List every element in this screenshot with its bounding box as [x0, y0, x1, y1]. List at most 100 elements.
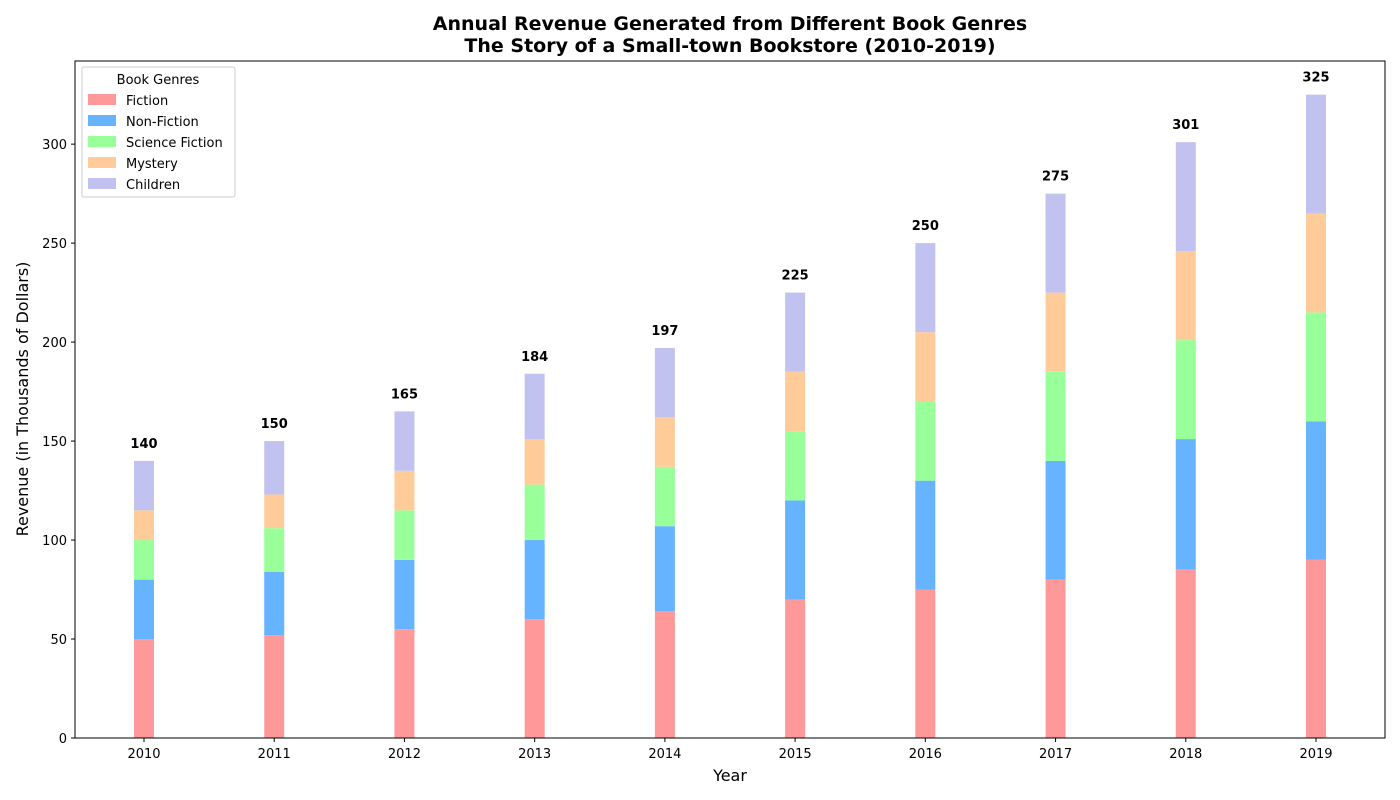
bar-segment-non-fiction-2012	[394, 559, 415, 630]
y-tick-label-150: 150	[42, 435, 67, 450]
x-tick-label-2012: 2012	[388, 747, 421, 762]
legend-label-non-fiction: Non-Fiction	[126, 115, 199, 130]
total-label-2012: 165	[391, 387, 418, 402]
bar-segment-science-fiction-2010	[134, 540, 154, 580]
bar-segment-children-2012	[394, 411, 415, 471]
bars-layer	[134, 94, 1326, 738]
y-tick-label-100: 100	[42, 534, 67, 549]
total-label-2011: 150	[261, 417, 288, 432]
x-tick-label-2017: 2017	[1039, 747, 1072, 762]
bar-segment-science-fiction-2013	[524, 484, 545, 541]
y-tick-label-300: 300	[42, 138, 67, 153]
x-tick-label-2014: 2014	[648, 747, 681, 762]
bar-segment-non-fiction-2014	[654, 526, 675, 612]
bar-segment-science-fiction-2015	[785, 431, 806, 501]
total-label-2013: 184	[521, 350, 548, 365]
bar-segment-children-2011	[264, 441, 285, 495]
y-tick-label-0: 0	[59, 732, 67, 747]
legend-swatch-children	[88, 178, 116, 189]
x-tick-label-2018: 2018	[1169, 747, 1202, 762]
bar-segment-non-fiction-2019	[1306, 421, 1326, 560]
legend-swatch-fiction	[88, 94, 116, 105]
x-axis-label: Year	[712, 766, 747, 785]
legend-title: Book Genres	[117, 73, 200, 88]
bar-segment-mystery-2016	[915, 332, 936, 402]
total-label-2014: 197	[651, 324, 678, 339]
bar-segment-mystery-2011	[264, 494, 285, 529]
bar-segment-children-2013	[524, 373, 545, 440]
legend-box	[81, 66, 236, 198]
x-tick-label-2010: 2010	[127, 747, 160, 762]
legend-label-mystery: Mystery	[126, 157, 178, 172]
bar-segment-mystery-2017	[1045, 292, 1066, 372]
bar-segment-mystery-2015	[785, 371, 806, 432]
bar-segment-non-fiction-2016	[915, 480, 936, 590]
bar-segment-non-fiction-2018	[1175, 439, 1196, 570]
y-tick-label-50: 50	[50, 633, 67, 648]
legend-items: Fiction Non-Fiction Science Fiction Mystery…	[88, 94, 223, 193]
legend-swatch-science-fiction	[88, 136, 116, 147]
bar-segment-children-2014	[654, 348, 675, 418]
bar-segment-mystery-2018	[1175, 251, 1196, 341]
total-label-2019: 325	[1302, 71, 1329, 86]
bar-segment-non-fiction-2011	[264, 571, 285, 636]
bar-segment-fiction-2015	[785, 599, 806, 738]
total-label-2017: 275	[1042, 170, 1069, 185]
bar-segment-fiction-2016	[915, 589, 936, 738]
bar-segment-mystery-2013	[524, 439, 545, 485]
bar-segment-fiction-2017	[1045, 579, 1066, 738]
bar-segment-children-2016	[915, 243, 936, 333]
bar-segment-mystery-2019	[1306, 213, 1326, 313]
x-tick-label-2019: 2019	[1299, 747, 1332, 762]
total-label-2015: 225	[782, 269, 809, 284]
legend: Book Genres Fiction Non-Fiction Science Fi…	[81, 66, 236, 198]
bar-segment-children-2015	[785, 292, 806, 372]
bar-segment-science-fiction-2012	[394, 510, 415, 560]
chart-subtitle: The Story of a Small-town Bookstore (201…	[464, 35, 995, 57]
y-tick-label-200: 200	[42, 336, 67, 351]
bar-segment-science-fiction-2017	[1045, 371, 1066, 461]
x-tick-label-2013: 2013	[518, 747, 551, 762]
bar-segment-children-2010	[134, 460, 154, 511]
bar-segment-mystery-2012	[394, 470, 415, 511]
bar-segment-children-2017	[1045, 193, 1066, 293]
bar-segment-fiction-2011	[264, 635, 285, 738]
bar-segment-science-fiction-2011	[264, 528, 285, 572]
bar-segment-children-2018	[1175, 142, 1196, 252]
y-axis-label: Revenue (in Thousands of Dollars)	[13, 262, 32, 537]
x-tick-label-2016: 2016	[909, 747, 942, 762]
bar-segment-fiction-2018	[1175, 569, 1196, 738]
bar-segment-non-fiction-2010	[134, 579, 154, 640]
total-label-2018: 301	[1172, 118, 1199, 133]
total-label-2016: 250	[912, 219, 939, 234]
bar-segment-fiction-2010	[134, 639, 154, 738]
bar-segment-science-fiction-2016	[915, 401, 936, 481]
bar-segment-mystery-2014	[654, 417, 675, 467]
bar-segment-science-fiction-2019	[1306, 312, 1326, 422]
legend-label-science-fiction: Science Fiction	[126, 136, 223, 151]
bar-segment-fiction-2014	[654, 611, 675, 738]
y-tick-label-250: 250	[42, 237, 67, 252]
bar-segment-non-fiction-2017	[1045, 460, 1066, 580]
legend-swatch-non-fiction	[88, 115, 116, 126]
plot-frame	[74, 60, 1386, 739]
axes-layer: 0 50 100 150 200 250 300 2010 2011 2012 2013 2014 20…	[42, 60, 1386, 762]
bar-segment-non-fiction-2015	[785, 500, 806, 600]
bar-segment-fiction-2019	[1306, 559, 1326, 738]
bar-segment-children-2019	[1306, 94, 1326, 214]
legend-swatch-mystery	[88, 157, 116, 168]
legend-label-fiction: Fiction	[126, 94, 168, 109]
bar-segment-non-fiction-2013	[524, 540, 545, 620]
chart-title: Annual Revenue Generated from Different …	[433, 13, 1027, 35]
bar-segment-fiction-2013	[524, 619, 545, 738]
bar-segment-science-fiction-2014	[654, 466, 675, 527]
x-tick-label-2011: 2011	[258, 747, 291, 762]
bar-segment-science-fiction-2018	[1175, 340, 1196, 440]
total-labels-layer: 140 150 165 184 197 225 250 275 301 325	[130, 71, 1329, 452]
legend-label-children: Children	[126, 178, 180, 193]
total-label-2010: 140	[130, 437, 157, 452]
x-tick-label-2015: 2015	[779, 747, 812, 762]
bar-segment-fiction-2012	[394, 629, 415, 738]
